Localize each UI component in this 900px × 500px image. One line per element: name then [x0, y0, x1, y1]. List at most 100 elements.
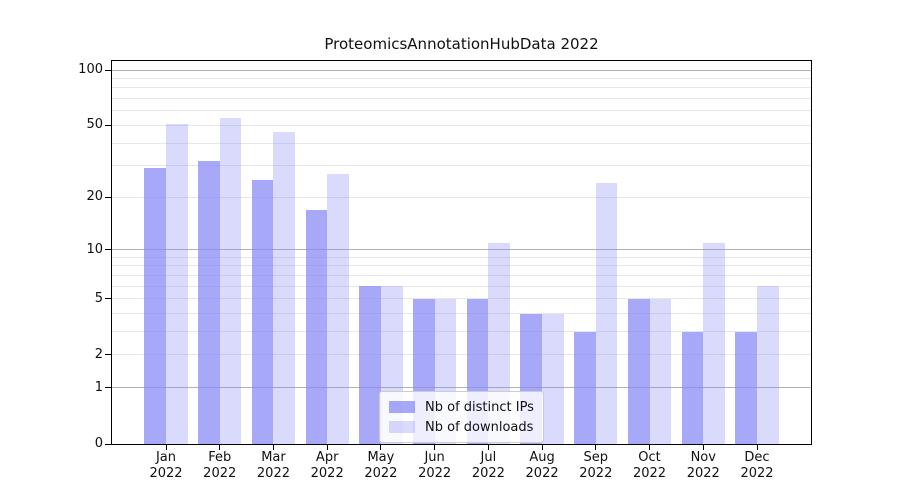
x-tick-line: 2022 [740, 466, 774, 481]
bar-ips-sep-2022 [574, 331, 596, 444]
x-tick-mark [326, 445, 328, 450]
gridline-minor [112, 298, 811, 300]
x-tick-mark [649, 445, 651, 450]
x-tick-mark [487, 445, 489, 450]
gridline-minor [112, 124, 811, 126]
bar-downloads-jan-2022 [166, 123, 188, 444]
bar-ips-jan-2022 [144, 168, 166, 444]
x-tick-line: Mar [261, 450, 286, 465]
y-tick-label: 50 [86, 117, 103, 133]
legend-label-downloads: Nb of downloads [425, 419, 534, 435]
x-tick-label: Oct 2022 [620, 450, 680, 482]
x-tick-label: Nov 2022 [673, 450, 733, 482]
x-tick-line: 2022 [471, 466, 505, 481]
y-tick-label: 1 [94, 379, 103, 395]
gridline-major [112, 387, 811, 389]
x-tick-line: 2022 [149, 466, 183, 481]
legend-swatch-downloads [389, 421, 415, 433]
bar-ips-dec-2022 [735, 331, 757, 444]
bar-ips-feb-2022 [198, 160, 220, 444]
plot-area [112, 61, 811, 444]
x-tick-label: May 2022 [351, 450, 411, 482]
x-tick-mark [380, 445, 382, 450]
bar-ips-oct-2022 [627, 298, 650, 444]
bar-downloads-feb-2022 [219, 117, 242, 444]
x-tick-line: 2022 [256, 466, 290, 481]
gridline-minor [112, 275, 811, 277]
x-tick-label: Jan 2022 [136, 450, 196, 482]
y-tick-label: 10 [86, 241, 103, 257]
chart-title: ProteomicsAnnotationHubData 2022 [324, 35, 599, 53]
x-tick-line: Jan [155, 450, 177, 465]
x-tick-line: Nov [690, 450, 716, 465]
x-tick-mark [756, 445, 758, 450]
gridline-minor [112, 110, 811, 112]
legend-item-distinct-ips: Nb of distinct IPs [389, 397, 534, 417]
gridline-minor [112, 285, 811, 287]
bar-downloads-dec-2022 [757, 286, 779, 444]
bar-downloads-aug-2022 [542, 313, 564, 444]
gridline-minor [112, 142, 811, 144]
x-tick-mark [219, 445, 221, 450]
bar-ips-apr-2022 [305, 209, 328, 444]
x-tick-line: 2022 [525, 466, 559, 481]
gridline-minor [112, 196, 811, 198]
x-tick-line: Oct [638, 450, 661, 465]
x-tick-label: Feb 2022 [190, 450, 250, 482]
legend-item-downloads: Nb of downloads [389, 417, 534, 437]
y-tick-mark [105, 354, 111, 356]
x-tick-line: 2022 [364, 466, 398, 481]
legend-swatch-distinct-ips [389, 401, 415, 413]
gridline-minor [112, 78, 811, 80]
y-tick-label: 5 [94, 290, 103, 306]
x-tick-label: Mar 2022 [243, 450, 303, 482]
gridline-minor [112, 313, 811, 315]
x-tick-mark [595, 445, 597, 450]
x-tick-label: Dec 2022 [727, 450, 787, 482]
x-tick-line: 2022 [632, 466, 667, 481]
x-tick-line: Apr [315, 450, 339, 465]
gridline-major [112, 249, 811, 251]
x-tick-label: Jun 2022 [405, 450, 465, 482]
x-tick-mark [541, 445, 543, 450]
y-tick-label: 100 [78, 62, 103, 78]
y-tick-mark [105, 249, 111, 251]
bar-ips-may-2022 [359, 286, 381, 444]
x-tick-mark [165, 445, 167, 450]
bar-downloads-nov-2022 [703, 242, 725, 444]
y-tick-mark [105, 124, 111, 126]
y-tick-mark [105, 298, 111, 300]
y-tick-mark [105, 196, 111, 198]
legend-label-distinct-ips: Nb of distinct IPs [425, 399, 534, 415]
gridline-minor [112, 331, 811, 333]
bar-ips-mar-2022 [251, 180, 274, 444]
x-tick-line: 2022 [579, 466, 613, 481]
y-tick-label: 20 [86, 189, 103, 205]
x-tick-mark [272, 445, 274, 450]
x-tick-label: Aug 2022 [512, 450, 572, 482]
bar-downloads-apr-2022 [327, 174, 349, 444]
y-tick-mark [105, 387, 111, 389]
bar-downloads-sep-2022 [595, 183, 618, 444]
x-tick-line: Aug [529, 450, 555, 465]
x-tick-line: 2022 [310, 466, 344, 481]
x-tick-line: May [367, 450, 395, 465]
gridline-minor [112, 256, 811, 258]
x-tick-line: 2022 [418, 466, 452, 481]
x-tick-line: Jul [480, 450, 497, 465]
x-tick-line: Dec [744, 450, 770, 465]
y-tick-label: 0 [94, 436, 103, 451]
legend: Nb of distinct IPs Nb of downloads [379, 391, 544, 443]
x-tick-mark [702, 445, 704, 450]
bar-downloads-oct-2022 [649, 298, 672, 444]
x-tick-line: Jun [424, 450, 445, 465]
x-tick-label: Jul 2022 [458, 450, 518, 482]
gridline-minor [112, 98, 811, 100]
y-tick-mark [105, 443, 111, 445]
x-tick-label: Apr 2022 [297, 450, 357, 482]
bar-downloads-mar-2022 [273, 132, 296, 444]
x-tick-mark [434, 445, 436, 450]
gridline-minor [112, 354, 811, 356]
gridline-major [112, 69, 811, 71]
